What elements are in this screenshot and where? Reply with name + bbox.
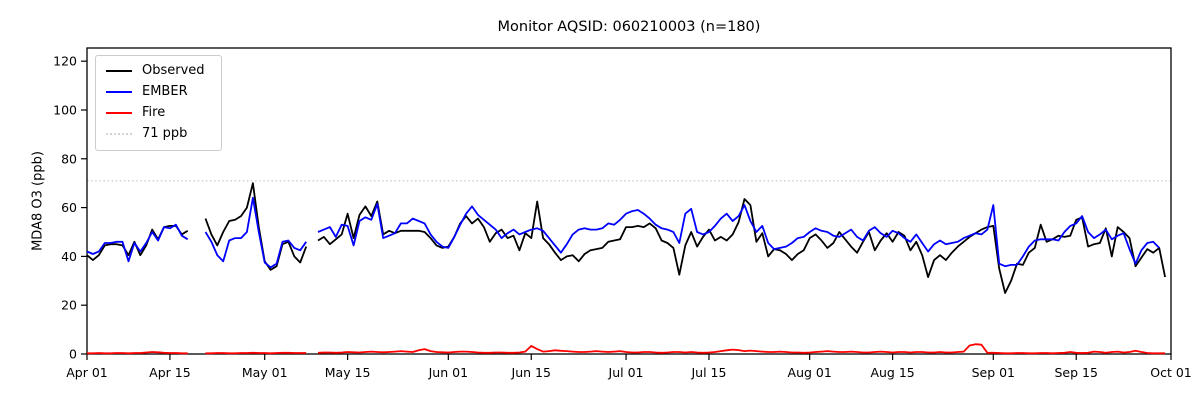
y-tick-label: 0 — [69, 347, 77, 362]
legend-item-threshold: 71 ppb — [106, 127, 205, 141]
x-tick-label: May 01 — [242, 365, 288, 380]
y-tick-label: 80 — [61, 151, 77, 166]
x-tick-label: Apr 15 — [149, 365, 191, 380]
x-tick-label: Aug 15 — [870, 365, 914, 380]
legend-item-ember: EMBER — [106, 85, 205, 99]
x-tick-label: Sep 01 — [972, 365, 1015, 380]
legend-label-ember: EMBER — [142, 84, 188, 99]
x-tick-label: Aug 01 — [788, 365, 832, 380]
threshold-line-swatch — [106, 133, 132, 135]
legend-label-fire: Fire — [142, 105, 166, 120]
x-tick-label: Jul 01 — [608, 365, 644, 380]
ember-line-swatch — [106, 91, 132, 93]
legend-label-threshold: 71 ppb — [142, 126, 188, 141]
plot-frame — [86, 47, 1172, 355]
legend-item-fire: Fire — [106, 106, 205, 120]
legend-box: Observed EMBER Fire 71 ppb — [95, 55, 222, 151]
y-axis-label: MDA8 O3 (ppb) — [30, 151, 46, 251]
y-tick-label: 120 — [53, 54, 77, 69]
observed-line-swatch — [106, 70, 132, 72]
x-tick-label: Jul 15 — [690, 365, 726, 380]
x-tick-label: Sep 15 — [1054, 365, 1097, 380]
x-tick-label: Apr 01 — [66, 365, 108, 380]
ember-line — [86, 196, 1160, 269]
x-tick-label: Jun 01 — [428, 365, 468, 380]
x-tick-label: Oct 01 — [1150, 365, 1192, 380]
legend-label-observed: Observed — [142, 63, 205, 78]
y-tick-label: 60 — [61, 200, 77, 215]
legend-item-observed: Observed — [106, 64, 205, 78]
fire-line-swatch — [106, 112, 132, 114]
chart-title: Monitor AQSID: 060210003 (n=180) — [497, 19, 761, 35]
y-tick-label: 40 — [61, 249, 77, 264]
x-tick-label: May 15 — [325, 365, 371, 380]
observed-line — [86, 182, 1166, 294]
y-tick-label: 100 — [53, 102, 77, 117]
y-tick-label: 20 — [61, 298, 77, 313]
fire-line — [87, 343, 1166, 355]
x-tick-label: Jun 15 — [511, 365, 551, 380]
